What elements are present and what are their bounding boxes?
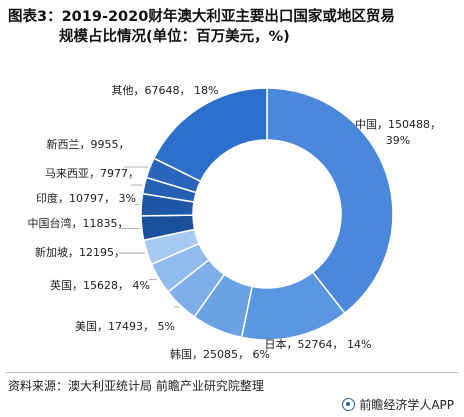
brand-logo-icon bbox=[342, 398, 356, 411]
label-中国: 中国，150488， 39% bbox=[355, 118, 441, 147]
label-美国: 美国，17493， 5% bbox=[75, 320, 175, 333]
donut-slices bbox=[140, 87, 394, 341]
label-马来西亚: 马来西亚，7977， bbox=[45, 167, 139, 180]
label-韩国: 韩国，25085， 6% bbox=[170, 347, 270, 361]
source-divider bbox=[6, 372, 458, 373]
label-其他: 其他，67648， 18% bbox=[112, 84, 219, 97]
label-日本: 日本，52764， 14% bbox=[265, 337, 372, 351]
label-新加坡: 新加坡，12195， bbox=[35, 245, 125, 259]
slice-labels: 中国，150488， 39% 日本，52764， 14%韩国，25085， 6% 美国… bbox=[28, 84, 442, 361]
label-中国台湾: 中国台湾，11835， bbox=[28, 216, 129, 230]
label-印度: 印度，10797， 3% bbox=[36, 191, 136, 205]
brand-footer: 前瞻经济学人APP bbox=[342, 396, 454, 413]
chart-title-line2: 规模占比情况(单位：百万美元，%) bbox=[59, 29, 290, 45]
brand-name: 前瞻经济学人APP bbox=[359, 398, 454, 412]
slice-其他 bbox=[152, 87, 268, 183]
chart-title-line1: 图表3：2019-2020财年澳大利亚主要出口国家或地区贸易 bbox=[8, 9, 395, 25]
donut-chart: 中国，150488， 39% 日本，52764， 14%韩国，25085， 6% 美国… bbox=[28, 84, 442, 361]
chart-title: 图表3：2019-2020财年澳大利亚主要出口国家或地区贸易 规模占比情况(单位… bbox=[8, 7, 456, 47]
label-英国: 英国，15628， 4% bbox=[50, 278, 150, 292]
label-新西兰: 新西兰，9955， bbox=[47, 137, 130, 151]
source-note: 资料来源：澳大利亚统计局 前瞻产业研究院整理 bbox=[8, 379, 264, 393]
slice-中国 bbox=[266, 87, 394, 315]
leader-lines bbox=[119, 166, 179, 308]
